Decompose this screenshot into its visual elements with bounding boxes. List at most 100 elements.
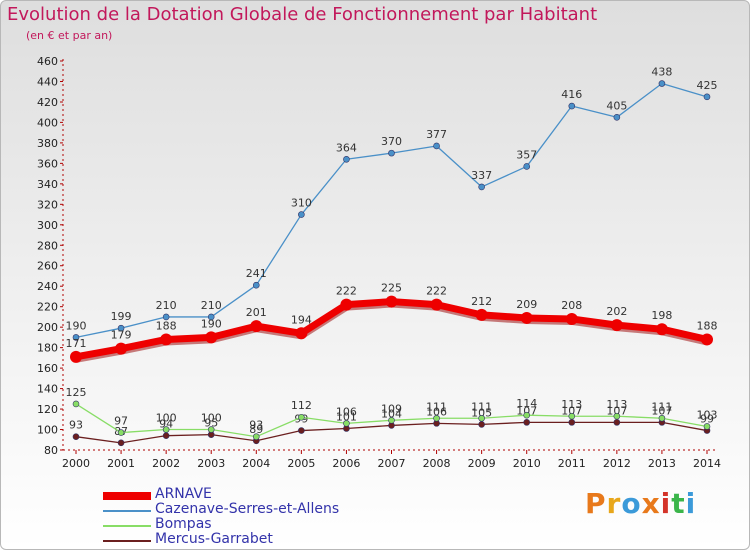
bompas-data-label: 113: [606, 398, 627, 411]
x-tick-label: 2012: [603, 457, 631, 470]
x-tick-label: 2011: [558, 457, 586, 470]
y-tick-label: 340: [37, 178, 58, 191]
mercus-garrabet-point: [162, 432, 170, 439]
bompas-data-label: 100: [201, 412, 222, 425]
x-tick-label: 2002: [152, 457, 180, 470]
arnave-data-label: 188: [697, 319, 718, 332]
mercus-garrabet-point: [72, 433, 80, 440]
cazenave-serres-et-allens-point: [343, 155, 350, 163]
bompas-point: [658, 414, 666, 422]
arnave-data-label: 202: [606, 305, 627, 318]
cazenave-serres-et-allens-point: [658, 80, 666, 87]
x-tick-label: 2006: [332, 457, 360, 470]
bompas-point: [298, 413, 305, 421]
y-tick-label: 200: [37, 321, 58, 334]
cazenave-serres-et-allens-data-label: 370: [381, 135, 402, 148]
bompas-point: [478, 414, 485, 422]
arnave-data-label: 188: [156, 319, 177, 332]
arnave-point: [70, 350, 82, 363]
y-tick-label: 80: [44, 444, 58, 457]
bompas-data-label: 93: [249, 419, 263, 432]
mercus-garrabet-point: [478, 421, 485, 428]
arnave-data-label: 201: [246, 306, 267, 319]
cazenave-serres-et-allens-data-label: 405: [606, 99, 627, 112]
bompas-data-label: 100: [156, 412, 177, 425]
logo-letter: r: [606, 487, 622, 520]
cazenave-serres-et-allens-point: [478, 183, 485, 191]
y-tick-label: 400: [37, 116, 58, 129]
y-tick-label: 140: [37, 383, 58, 396]
x-tick-label: 2007: [378, 457, 406, 470]
cazenave-serres-et-allens-point: [252, 281, 260, 289]
x-tick-label: 2003: [197, 457, 225, 470]
cazenave-serres-et-allens-data-label: 190: [66, 319, 87, 332]
y-tick-label: 280: [37, 239, 58, 252]
cazenave-serres-et-allens-data-label: 438: [651, 66, 672, 79]
arnave-data-label: 190: [201, 317, 222, 330]
arnave-point: [610, 319, 623, 332]
bompas-point: [703, 423, 711, 430]
cazenave-serres-et-allens-point: [613, 114, 621, 121]
mercus-garrabet-data-label: 94: [159, 418, 173, 431]
mercus-garrabet-data-label: 89: [249, 423, 263, 436]
arnave-data-label: 222: [336, 285, 357, 298]
y-tick-label: 380: [37, 137, 58, 150]
chart-title: Evolution de la Dotation Globale de Fonc…: [7, 4, 598, 25]
x-tick-label: 2001: [107, 457, 135, 470]
arnave-point: [160, 333, 173, 346]
legend-swatch: [103, 525, 151, 527]
bompas-point: [252, 433, 260, 440]
bompas-point: [162, 426, 170, 433]
mercus-garrabet-point: [117, 439, 125, 447]
arnave-point: [205, 331, 218, 344]
arnave-point: [655, 323, 668, 336]
arnave-data-label: 194: [291, 313, 312, 326]
cazenave-serres-et-allens-data-label: 416: [561, 88, 582, 101]
mercus-garrabet-data-label: 107: [561, 404, 582, 417]
x-tick-label: 2005: [287, 457, 315, 470]
logo-letter: i: [685, 487, 697, 520]
arnave-data-label: 198: [651, 309, 672, 322]
mercus-garrabet-data-label: 99: [700, 413, 714, 426]
bompas-data-label: 111: [471, 400, 492, 413]
cazenave-serres-et-allens-data-label: 337: [471, 169, 492, 182]
y-tick-label: 300: [37, 219, 58, 232]
bompas-data-label: 106: [336, 405, 357, 418]
cazenave-serres-et-allens-data-label: 210: [201, 299, 222, 312]
bompas-data-label: 114: [516, 397, 537, 410]
bompas-point: [523, 411, 531, 419]
arnave-point: [565, 312, 578, 325]
mercus-garrabet-point: [613, 419, 621, 426]
logo-letter: P: [585, 487, 607, 520]
bompas-data-label: 111: [426, 400, 447, 413]
legend-label: Bompas: [155, 516, 212, 532]
bompas-data-label: 103: [697, 408, 718, 421]
arnave-point: [385, 295, 398, 308]
mercus-garrabet-data-label: 104: [381, 407, 402, 420]
y-tick-label: 220: [37, 301, 58, 314]
y-tick-label: 360: [37, 157, 58, 170]
arnave-data-label: 212: [471, 295, 492, 308]
logo-letter: t: [671, 487, 686, 520]
bompas-data-label: 111: [651, 400, 672, 413]
arnave-point: [475, 308, 488, 321]
x-tick-label: 2013: [648, 457, 676, 470]
y-tick-label: 160: [37, 362, 58, 375]
legend-label: Mercus-Garrabet: [155, 531, 273, 547]
cazenave-serres-et-allens-data-label: 364: [336, 141, 357, 154]
arnave-point: [295, 327, 308, 340]
arnave-data-label: 179: [111, 329, 132, 342]
mercus-garrabet-data-label: 106: [426, 405, 447, 418]
cazenave-serres-et-allens-point: [117, 324, 125, 332]
cazenave-serres-et-allens-data-label: 210: [156, 299, 177, 312]
cazenave-serres-et-allens-point: [703, 93, 711, 101]
bompas-data-label: 125: [66, 386, 87, 399]
cazenave-serres-et-allens-point: [388, 149, 395, 157]
bompas-point: [433, 414, 440, 422]
cazenave-serres-et-allens-data-label: 425: [697, 79, 718, 92]
arnave-point: [520, 311, 533, 324]
arnave-point: [115, 342, 128, 355]
legend-swatch: [103, 540, 151, 542]
